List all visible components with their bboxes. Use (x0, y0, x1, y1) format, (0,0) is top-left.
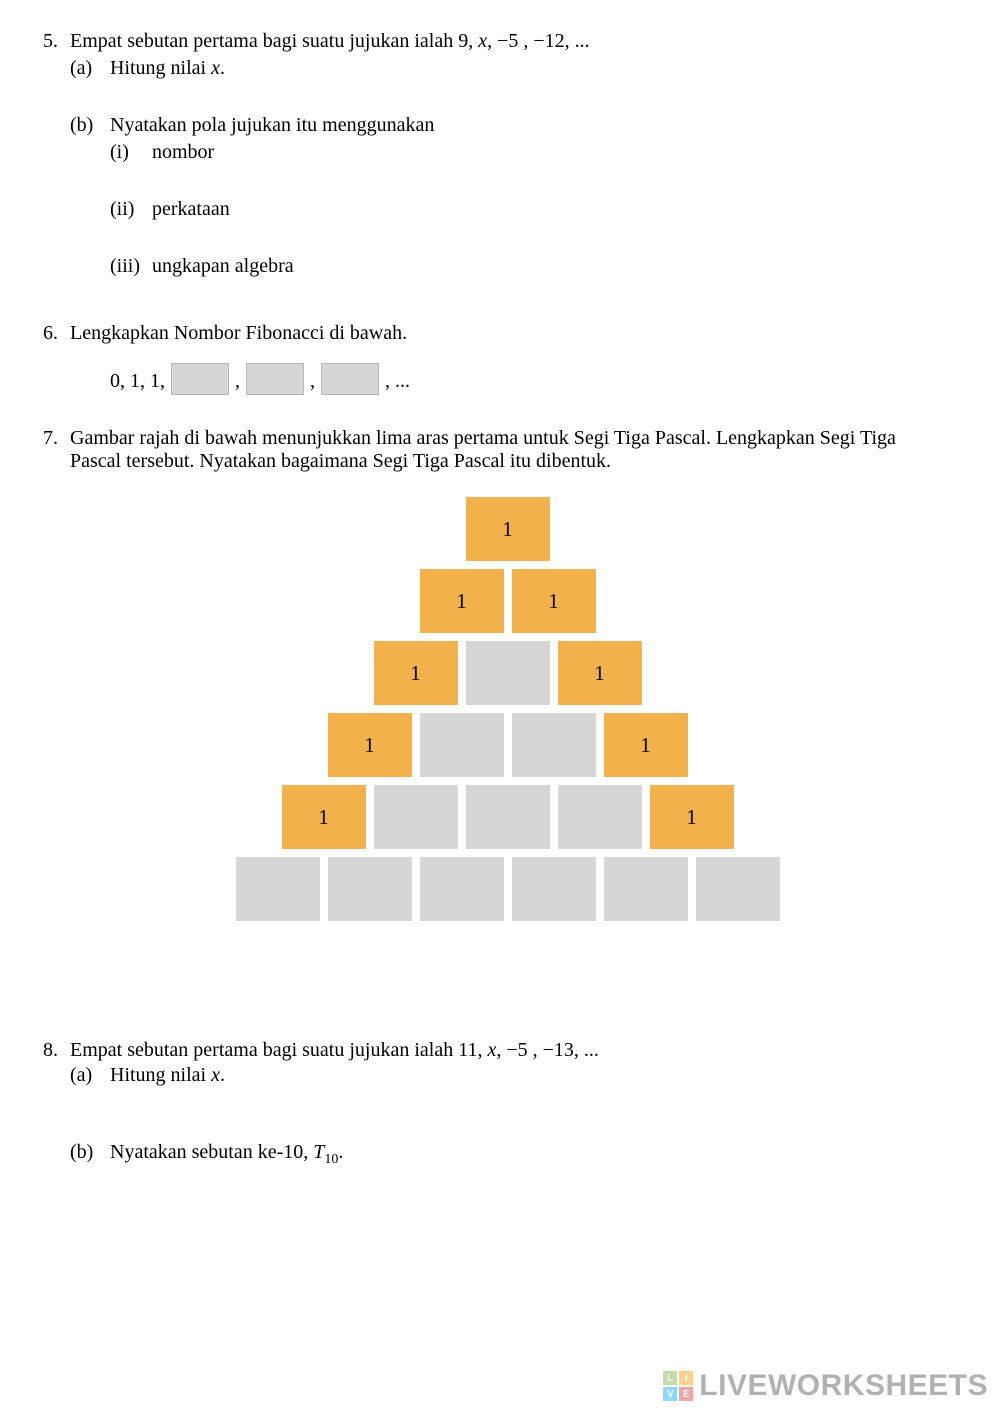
pascal-cell-input[interactable] (328, 857, 412, 921)
q5b-i-text: nombor (152, 141, 214, 164)
pascal-cell-input[interactable] (374, 785, 458, 849)
q5b-ii: (ii) perkataan (110, 198, 945, 221)
pascal-row: 11 (228, 713, 788, 777)
pascal-cell-input[interactable] (236, 857, 320, 921)
pascal-cell-input[interactable] (512, 713, 596, 777)
q8a-body: Hitung nilai x. (110, 1064, 945, 1087)
pascal-cell-filled: 1 (466, 497, 550, 561)
q5a-x: x (211, 57, 220, 79)
q5-main: 5. Empat sebutan pertama bagi suatu juju… (30, 30, 945, 278)
q5b-iii-label: (iii) (110, 255, 152, 278)
q7-text: Gambar rajah di bawah menunjukkan lima a… (70, 427, 896, 472)
pascal-cell-filled: 1 (512, 569, 596, 633)
q5b-body: Nyatakan pola jujukan itu menggunakan (i… (110, 114, 945, 278)
question-5: 5. Empat sebutan pertama bagi suatu juju… (30, 30, 945, 278)
pascal-cell-input[interactable] (696, 857, 780, 921)
q8-main: 8. Empat sebutan pertama bagi suatu juju… (30, 1039, 945, 1168)
pascal-cell-filled: 1 (374, 641, 458, 705)
q8a-label: (a) (70, 1064, 110, 1087)
q7-body: Gambar rajah di bawah menunjukkan lima a… (70, 427, 945, 929)
pascal-cell-input[interactable] (420, 713, 504, 777)
watermark: LIVE LIVEWORKSHEETS (663, 1369, 988, 1403)
pascal-row: 11 (228, 641, 788, 705)
q5-x: x (478, 30, 487, 52)
pascal-cell-filled: 1 (420, 569, 504, 633)
pascal-row: 11 (228, 569, 788, 633)
fib-comma-2: , (310, 370, 315, 395)
question-6: 6. Lengkapkan Nombor Fibonacci di bawah.… (30, 322, 945, 395)
q5b-i: (i) nombor (110, 141, 945, 164)
q5-body: Empat sebutan pertama bagi suatu jujukan… (70, 30, 945, 278)
q5b: (b) Nyatakan pola jujukan itu menggunaka… (70, 114, 945, 278)
pascal-cell-filled: 1 (558, 641, 642, 705)
q8b-body: Nyatakan sebutan ke-10, T10. (110, 1141, 945, 1168)
q5b-ii-text: perkataan (152, 198, 230, 221)
pascal-cell-input[interactable] (604, 857, 688, 921)
q8-text-b: , −5 , −13, ... (496, 1039, 599, 1061)
q6-text: Lengkapkan Nombor Fibonacci di bawah. (70, 322, 407, 344)
q5b-iii: (iii) ungkapan algebra (110, 255, 945, 278)
q8b: (b) Nyatakan sebutan ke-10, T10. (70, 1141, 945, 1168)
pascal-cell-input[interactable] (420, 857, 504, 921)
q8b-label: (b) (70, 1141, 110, 1164)
q5a: (a) Hitung nilai x. (70, 57, 945, 80)
q8b-sub: 10 (324, 1152, 338, 1167)
pascal-cell-input[interactable] (466, 785, 550, 849)
q5-text-a: Empat sebutan pertama bagi suatu jujukan… (70, 30, 478, 52)
q5-number: 5. (30, 30, 70, 53)
fib-input-1[interactable] (171, 363, 229, 395)
q8a-x: x (211, 1064, 220, 1086)
q8-text-a: Empat sebutan pertama bagi suatu jujukan… (70, 1039, 487, 1061)
q8a-text: Hitung nilai (110, 1064, 211, 1086)
pascal-row: 1 (228, 497, 788, 561)
watermark-logo-square: E (679, 1387, 693, 1401)
watermark-logo-square: L (663, 1371, 677, 1385)
pascal-triangle: 111111111 (228, 497, 788, 921)
q8b-dot: . (338, 1141, 343, 1163)
q5b-iii-text: ungkapan algebra (152, 255, 294, 278)
q5b-i-label: (i) (110, 141, 152, 164)
q5a-label: (a) (70, 57, 110, 80)
q8-body: Empat sebutan pertama bagi suatu jujukan… (70, 1039, 945, 1168)
q5a-text: Hitung nilai (110, 57, 211, 79)
q8b-T: T (313, 1141, 324, 1163)
q7-main: 7. Gambar rajah di bawah menunjukkan lim… (30, 427, 945, 929)
pascal-cell-input[interactable] (512, 857, 596, 921)
fibonacci-sequence: 0, 1, 1, , , , ... (110, 363, 945, 395)
q5a-body: Hitung nilai x. (110, 57, 945, 80)
watermark-logo-square: V (663, 1387, 677, 1401)
fib-comma-1: , (235, 370, 240, 395)
q7-number: 7. (30, 427, 70, 450)
pascal-cell-filled: 1 (328, 713, 412, 777)
pascal-cell-input[interactable] (466, 641, 550, 705)
q6-number: 6. (30, 322, 70, 345)
fib-input-2[interactable] (246, 363, 304, 395)
watermark-text: LIVEWORKSHEETS (699, 1369, 988, 1403)
q5b-ii-label: (ii) (110, 198, 152, 221)
pascal-cell-filled: 1 (604, 713, 688, 777)
pascal-cell-filled: 1 (282, 785, 366, 849)
fib-suffix: , ... (385, 370, 410, 395)
q5-text-b: , −5 , −12, ... (487, 30, 590, 52)
question-7: 7. Gambar rajah di bawah menunjukkan lim… (30, 427, 945, 929)
q8-number: 8. (30, 1039, 70, 1062)
q8b-text: Nyatakan sebutan ke-10, (110, 1141, 313, 1163)
watermark-logo-icon: LIVE (663, 1371, 693, 1401)
pascal-cell-filled: 1 (650, 785, 734, 849)
q8a: (a) Hitung nilai x. (70, 1064, 945, 1087)
pascal-row: 11 (228, 785, 788, 849)
pascal-row (228, 857, 788, 921)
q5b-text: Nyatakan pola jujukan itu menggunakan (110, 114, 434, 136)
watermark-logo-square: I (679, 1371, 693, 1385)
fib-prefix: 0, 1, 1, (110, 370, 165, 395)
q6-main: 6. Lengkapkan Nombor Fibonacci di bawah.… (30, 322, 945, 395)
fib-input-3[interactable] (321, 363, 379, 395)
question-8: 8. Empat sebutan pertama bagi suatu juju… (30, 1039, 945, 1168)
q6-body: Lengkapkan Nombor Fibonacci di bawah. 0,… (70, 322, 945, 395)
q5b-label: (b) (70, 114, 110, 137)
q8a-dot: . (220, 1064, 225, 1086)
pascal-cell-input[interactable] (558, 785, 642, 849)
q5a-dot: . (220, 57, 225, 79)
